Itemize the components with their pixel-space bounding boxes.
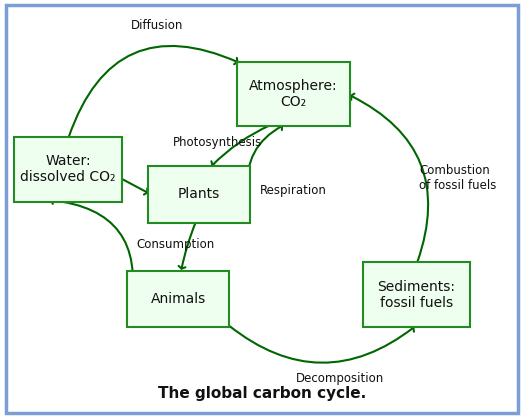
Text: The global carbon cycle.: The global carbon cycle. bbox=[158, 386, 366, 401]
Text: Animals: Animals bbox=[150, 292, 206, 306]
FancyBboxPatch shape bbox=[15, 137, 122, 202]
Text: Consumption: Consumption bbox=[136, 238, 214, 251]
FancyBboxPatch shape bbox=[237, 61, 350, 126]
FancyBboxPatch shape bbox=[148, 166, 250, 222]
Text: Atmosphere:
CO₂: Atmosphere: CO₂ bbox=[249, 79, 338, 109]
Text: Diffusion: Diffusion bbox=[131, 19, 183, 32]
Text: Sediments:
fossil fuels: Sediments: fossil fuels bbox=[378, 280, 455, 310]
Text: Combustion
of fossil fuels: Combustion of fossil fuels bbox=[419, 164, 497, 191]
FancyBboxPatch shape bbox=[363, 263, 470, 327]
Text: Photosynthesis: Photosynthesis bbox=[173, 135, 262, 149]
Text: Respiration: Respiration bbox=[259, 184, 326, 197]
FancyBboxPatch shape bbox=[127, 271, 230, 327]
Text: Water:
dissolved CO₂: Water: dissolved CO₂ bbox=[20, 154, 116, 184]
Text: Decomposition: Decomposition bbox=[296, 372, 384, 385]
Text: Plants: Plants bbox=[178, 187, 220, 201]
